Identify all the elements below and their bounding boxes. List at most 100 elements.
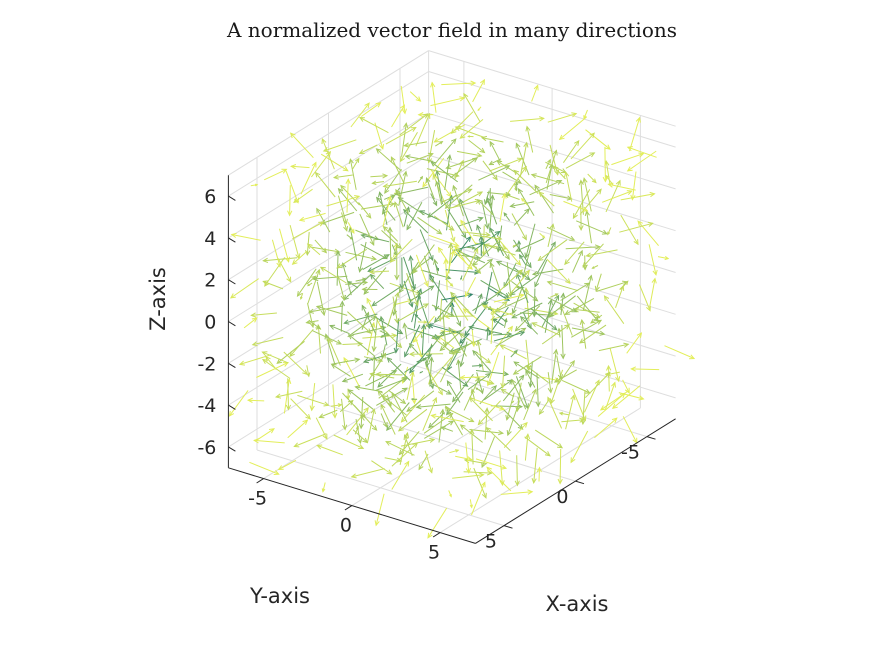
vector-arrow <box>564 241 585 266</box>
arrow-shaft <box>518 188 535 217</box>
vector-arrow <box>565 244 601 250</box>
vector-arrow <box>410 285 435 302</box>
arrow-shaft <box>385 441 415 456</box>
x-tick-mark <box>432 532 441 538</box>
arrow-head <box>647 221 654 227</box>
arrow-head <box>477 216 484 222</box>
arrow-head <box>290 164 297 170</box>
vector-arrow <box>449 246 473 270</box>
arrow-shaft <box>449 449 459 454</box>
vector-arrow <box>556 355 564 381</box>
arrow-head <box>358 149 365 155</box>
arrow-head <box>487 305 494 311</box>
arrow-head <box>316 444 323 450</box>
vector-arrow <box>442 312 448 348</box>
arrow-shaft <box>438 247 449 263</box>
vector-arrow <box>389 238 413 263</box>
vector-arrow <box>489 140 502 163</box>
arrow-head <box>410 126 417 132</box>
vector-arrow <box>513 208 530 226</box>
arrow-shaft <box>375 377 408 391</box>
arrow-head <box>460 277 463 281</box>
vector-arrow <box>492 331 513 337</box>
arrow-shaft <box>538 467 540 482</box>
vector-arrow <box>285 378 292 411</box>
arrow-head <box>518 293 525 299</box>
vector-arrow <box>450 303 462 327</box>
arrow-shaft <box>347 222 355 234</box>
arrow-shaft <box>400 439 435 447</box>
arrow-head <box>314 171 321 178</box>
arrow-head <box>480 481 486 488</box>
vector-arrow <box>326 195 361 207</box>
arrow-shaft <box>648 244 657 275</box>
vector-arrow <box>277 258 292 283</box>
vector-arrow <box>510 349 518 358</box>
arrow-shaft <box>564 297 595 315</box>
arrow-shaft <box>426 168 459 177</box>
vector-arrow <box>428 412 445 429</box>
arrow-shaft <box>472 240 499 266</box>
arrow-shaft <box>309 320 321 329</box>
arrow-shaft <box>297 268 317 297</box>
arrow-head <box>423 320 428 324</box>
arrow-shaft <box>411 375 415 404</box>
vector-arrow <box>472 376 495 385</box>
arrow-head <box>396 243 402 249</box>
arrow-shaft <box>563 200 588 212</box>
arrow-shaft <box>391 442 418 467</box>
arrow-shaft <box>252 337 284 346</box>
arrow-shaft <box>352 158 360 170</box>
arrow-shaft <box>598 343 629 352</box>
arrow-shaft <box>450 157 478 179</box>
arrow-shaft <box>484 271 493 307</box>
vector-arrow <box>418 295 431 330</box>
vector-arrow <box>506 262 513 298</box>
x-tick-label: 5 <box>428 542 440 564</box>
arrow-shaft <box>371 460 392 475</box>
vector-arrow <box>347 389 374 410</box>
vector-arrow <box>490 308 496 344</box>
vector-arrow <box>502 374 525 402</box>
arrow-head <box>439 345 446 352</box>
arrow-head <box>578 179 584 186</box>
arrow-shaft <box>482 160 498 181</box>
arrow-shaft <box>406 153 433 164</box>
arrow-shaft <box>398 261 419 293</box>
arrow-head <box>511 313 518 319</box>
vector-arrow <box>430 96 466 107</box>
arrow-shaft <box>361 102 381 117</box>
arrow-shaft <box>541 295 560 328</box>
arrow-shaft <box>506 166 527 196</box>
vector-arrow <box>430 413 464 423</box>
arrow-shaft <box>524 436 551 457</box>
vector-arrow <box>480 279 510 298</box>
arrow-head <box>570 394 576 401</box>
arrow-shaft <box>626 332 642 354</box>
vector-arrow <box>318 409 338 419</box>
arrow-head <box>339 300 345 307</box>
arrow-shaft <box>373 318 378 352</box>
arrow-head <box>347 389 354 395</box>
arrow-shaft <box>283 379 290 414</box>
arrow-head <box>321 137 327 145</box>
vector-arrow <box>525 125 534 153</box>
vector-arrow <box>582 177 592 212</box>
z-grid-line <box>428 238 676 315</box>
arrow-shaft <box>292 221 324 240</box>
arrow-shaft <box>484 408 488 440</box>
arrow-shaft <box>228 390 249 417</box>
arrow-head <box>455 449 460 453</box>
vector-arrow <box>525 369 536 388</box>
vector-arrow <box>391 460 410 490</box>
arrow-head <box>302 369 308 376</box>
arrow-head <box>354 195 361 201</box>
vector-arrow <box>477 106 482 112</box>
arrow-head <box>615 179 621 186</box>
vector-arrow <box>307 282 313 287</box>
arrow-shaft <box>391 392 408 423</box>
vector-arrow <box>261 358 291 379</box>
arrow-head <box>448 326 454 333</box>
arrow-shaft <box>472 234 502 240</box>
arrow-head <box>591 266 595 269</box>
